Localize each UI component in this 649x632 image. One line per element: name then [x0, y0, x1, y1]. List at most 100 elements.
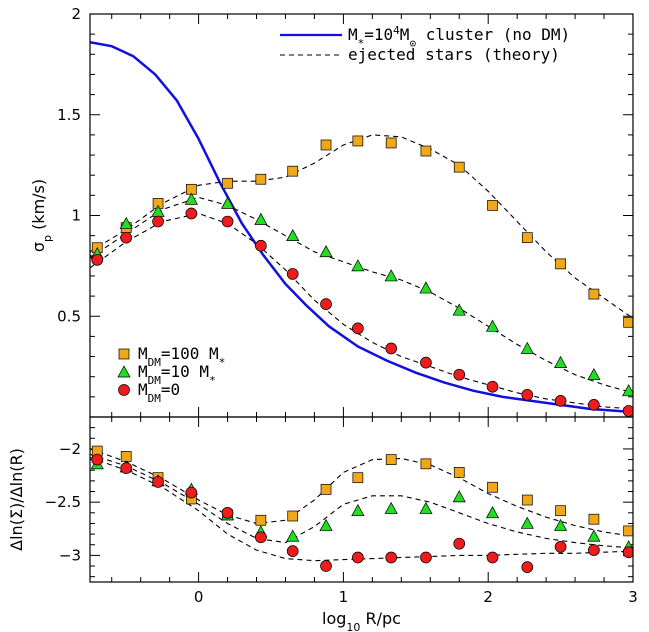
- dm0-point: [152, 476, 164, 488]
- dm0-point: [622, 546, 633, 559]
- dm10-point: [587, 529, 601, 542]
- dm100-point: [555, 505, 566, 517]
- line-legend: M*=104M⊙ cluster (no DM)ejected stars (t…: [280, 24, 570, 64]
- dm10-point: [520, 341, 534, 354]
- dm100-point: [521, 232, 533, 244]
- dm100-point: [623, 316, 633, 328]
- dm100-point: [352, 472, 364, 484]
- y-tick-label: −2: [59, 440, 81, 458]
- dm0-point: [185, 207, 198, 220]
- dm10-point: [384, 269, 398, 282]
- theory10-line: [90, 453, 633, 549]
- dm10-point: [119, 216, 133, 229]
- dm0-point: [385, 551, 398, 564]
- legend-cluster-label: M*=104M⊙ cluster (no DM): [348, 24, 570, 50]
- legend-dm0-marker: [118, 384, 130, 396]
- dm0-point: [91, 453, 104, 466]
- x-axis-label: log10 R/pc: [322, 609, 401, 632]
- bottom-panel: −2 −2.5 −3 0 1 2 3 Δln(Σ)/Δln(R) log10 R/pc: [7, 416, 638, 632]
- dm100-point: [521, 494, 533, 506]
- dm0-point: [152, 215, 164, 228]
- dm0-point: [221, 215, 234, 228]
- dm100-point: [352, 135, 364, 147]
- y-tick-label: 0.5: [57, 307, 81, 325]
- dm10-point: [419, 501, 433, 514]
- dm100-point: [320, 484, 332, 495]
- dm10-point: [254, 212, 268, 225]
- dm10-point: [554, 355, 568, 368]
- dm0-point: [255, 531, 267, 544]
- dm100-point: [287, 510, 299, 522]
- marker-legend: MDM=100 M*MDM=10 M*MDM=0: [117, 344, 225, 405]
- dm100-point: [255, 173, 267, 185]
- y-axis-label: σp (km/s): [29, 179, 54, 252]
- dm0-point: [221, 506, 234, 519]
- dm10-point: [587, 367, 601, 381]
- dm10-point: [452, 303, 466, 316]
- theory100-line: [90, 134, 633, 319]
- dm10-point: [485, 319, 500, 332]
- dm0-point: [352, 322, 364, 335]
- dm10-point: [520, 516, 534, 529]
- dm100-point: [588, 288, 600, 300]
- theory0-line: [90, 456, 633, 562]
- dm0-point: [486, 551, 499, 564]
- plot-frame: [89, 416, 634, 583]
- dm100-point: [555, 258, 566, 270]
- dm10-point: [286, 529, 300, 542]
- dm10-point: [622, 384, 633, 397]
- legend-dm10-label: MDM=10 M*: [138, 362, 216, 387]
- dm0-point: [352, 551, 364, 564]
- dm0-point: [486, 380, 499, 393]
- plot-area: [90, 40, 633, 417]
- dm100-point: [222, 177, 233, 189]
- dm0-point: [320, 560, 332, 572]
- legend-dm100-label: MDM=100 M*: [138, 344, 225, 369]
- dm10-point: [485, 506, 500, 519]
- dm100-point: [453, 161, 465, 173]
- dm100-point: [453, 467, 465, 478]
- dm100-point: [385, 454, 397, 465]
- dm10-point: [351, 259, 365, 272]
- dm0-point: [554, 541, 567, 553]
- plot-area: [90, 445, 633, 573]
- legend-dm0-label: MDM=0: [138, 380, 180, 405]
- dm100-point: [588, 513, 600, 525]
- dm10-point: [220, 196, 235, 209]
- dm100-point: [320, 139, 332, 151]
- dm0-point: [120, 231, 133, 244]
- dm100-point: [287, 165, 299, 177]
- dm100-point: [420, 145, 432, 157]
- dm0-point: [255, 239, 267, 252]
- dm100-point: [120, 451, 132, 462]
- legend-dm100-marker: [118, 348, 130, 360]
- dm0-point: [521, 388, 534, 401]
- dm0-point: [453, 537, 466, 550]
- dm10-point: [184, 192, 198, 205]
- legend-dm10-marker: [117, 365, 131, 378]
- top-panel: 0.5 1 1.5 2 σp (km/s) M*=104M⊙ cluster (no DM…: [29, 5, 634, 418]
- x-tick-label: 1: [339, 588, 349, 606]
- dm10-point: [452, 490, 466, 503]
- dm0-point: [521, 561, 534, 573]
- dm100-point: [487, 200, 498, 211]
- dm0-point: [554, 395, 567, 407]
- y-tick-label: −2.5: [45, 493, 81, 511]
- cluster-line: [90, 40, 633, 414]
- dm100-point: [487, 481, 498, 493]
- dm10-point: [351, 503, 365, 517]
- theory0-line: [90, 212, 633, 410]
- dm0-point: [453, 368, 466, 381]
- y-axis-label: Δln(Σ)/Δln(R): [7, 448, 26, 551]
- dm100-point: [420, 458, 432, 470]
- dm10-point: [384, 501, 398, 514]
- x-tick-label: 3: [628, 588, 638, 606]
- dm0-point: [120, 462, 133, 474]
- dm100-point: [255, 514, 267, 526]
- dm0-point: [185, 486, 198, 499]
- y-tick-label: −3: [59, 546, 81, 564]
- dm0-point: [91, 253, 104, 266]
- y-tick-label: 1: [71, 207, 81, 225]
- dm10-point: [286, 228, 300, 241]
- dm0-point: [588, 544, 600, 556]
